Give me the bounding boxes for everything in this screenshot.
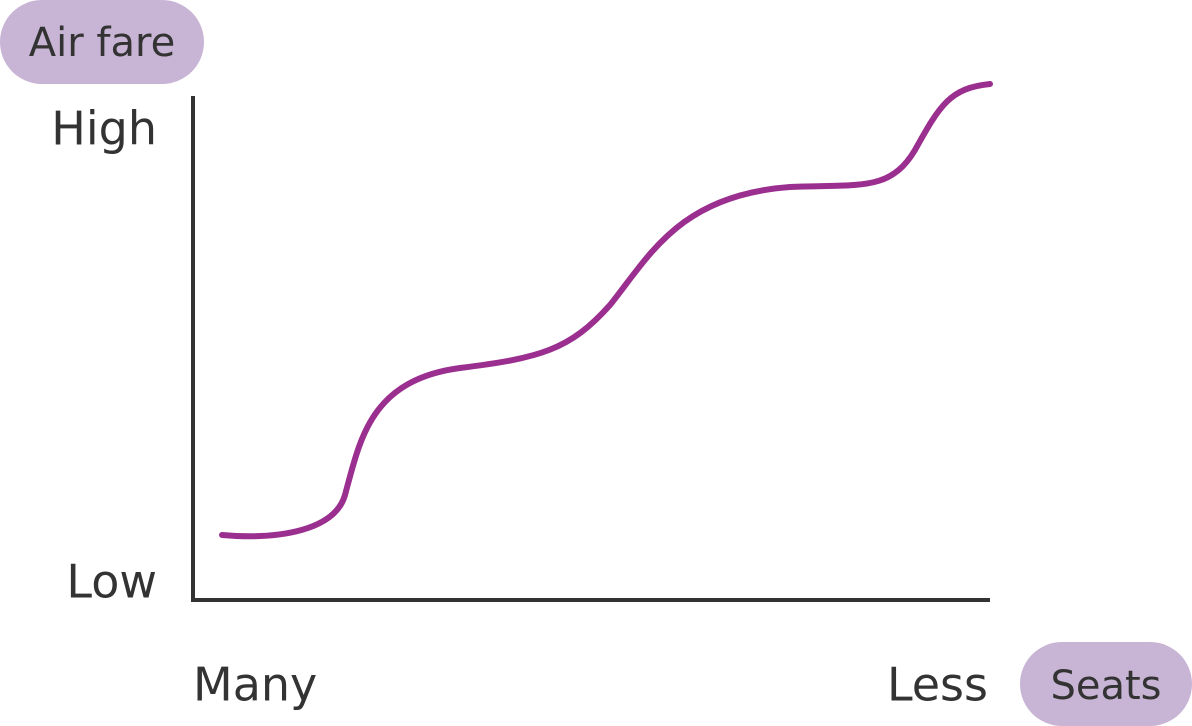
y-axis-pill — [0, 0, 204, 84]
y-axis-label: Air fare — [29, 20, 175, 66]
x-axis-pill — [1020, 642, 1192, 726]
x-end-label: Less — [887, 658, 988, 712]
axes — [191, 96, 990, 602]
x-start-label: Many — [193, 658, 317, 712]
x-axis-label: Seats — [1050, 663, 1161, 709]
fare-curve — [219, 81, 993, 540]
y-high-label: High — [51, 102, 157, 156]
y-low-label: Low — [66, 555, 157, 609]
